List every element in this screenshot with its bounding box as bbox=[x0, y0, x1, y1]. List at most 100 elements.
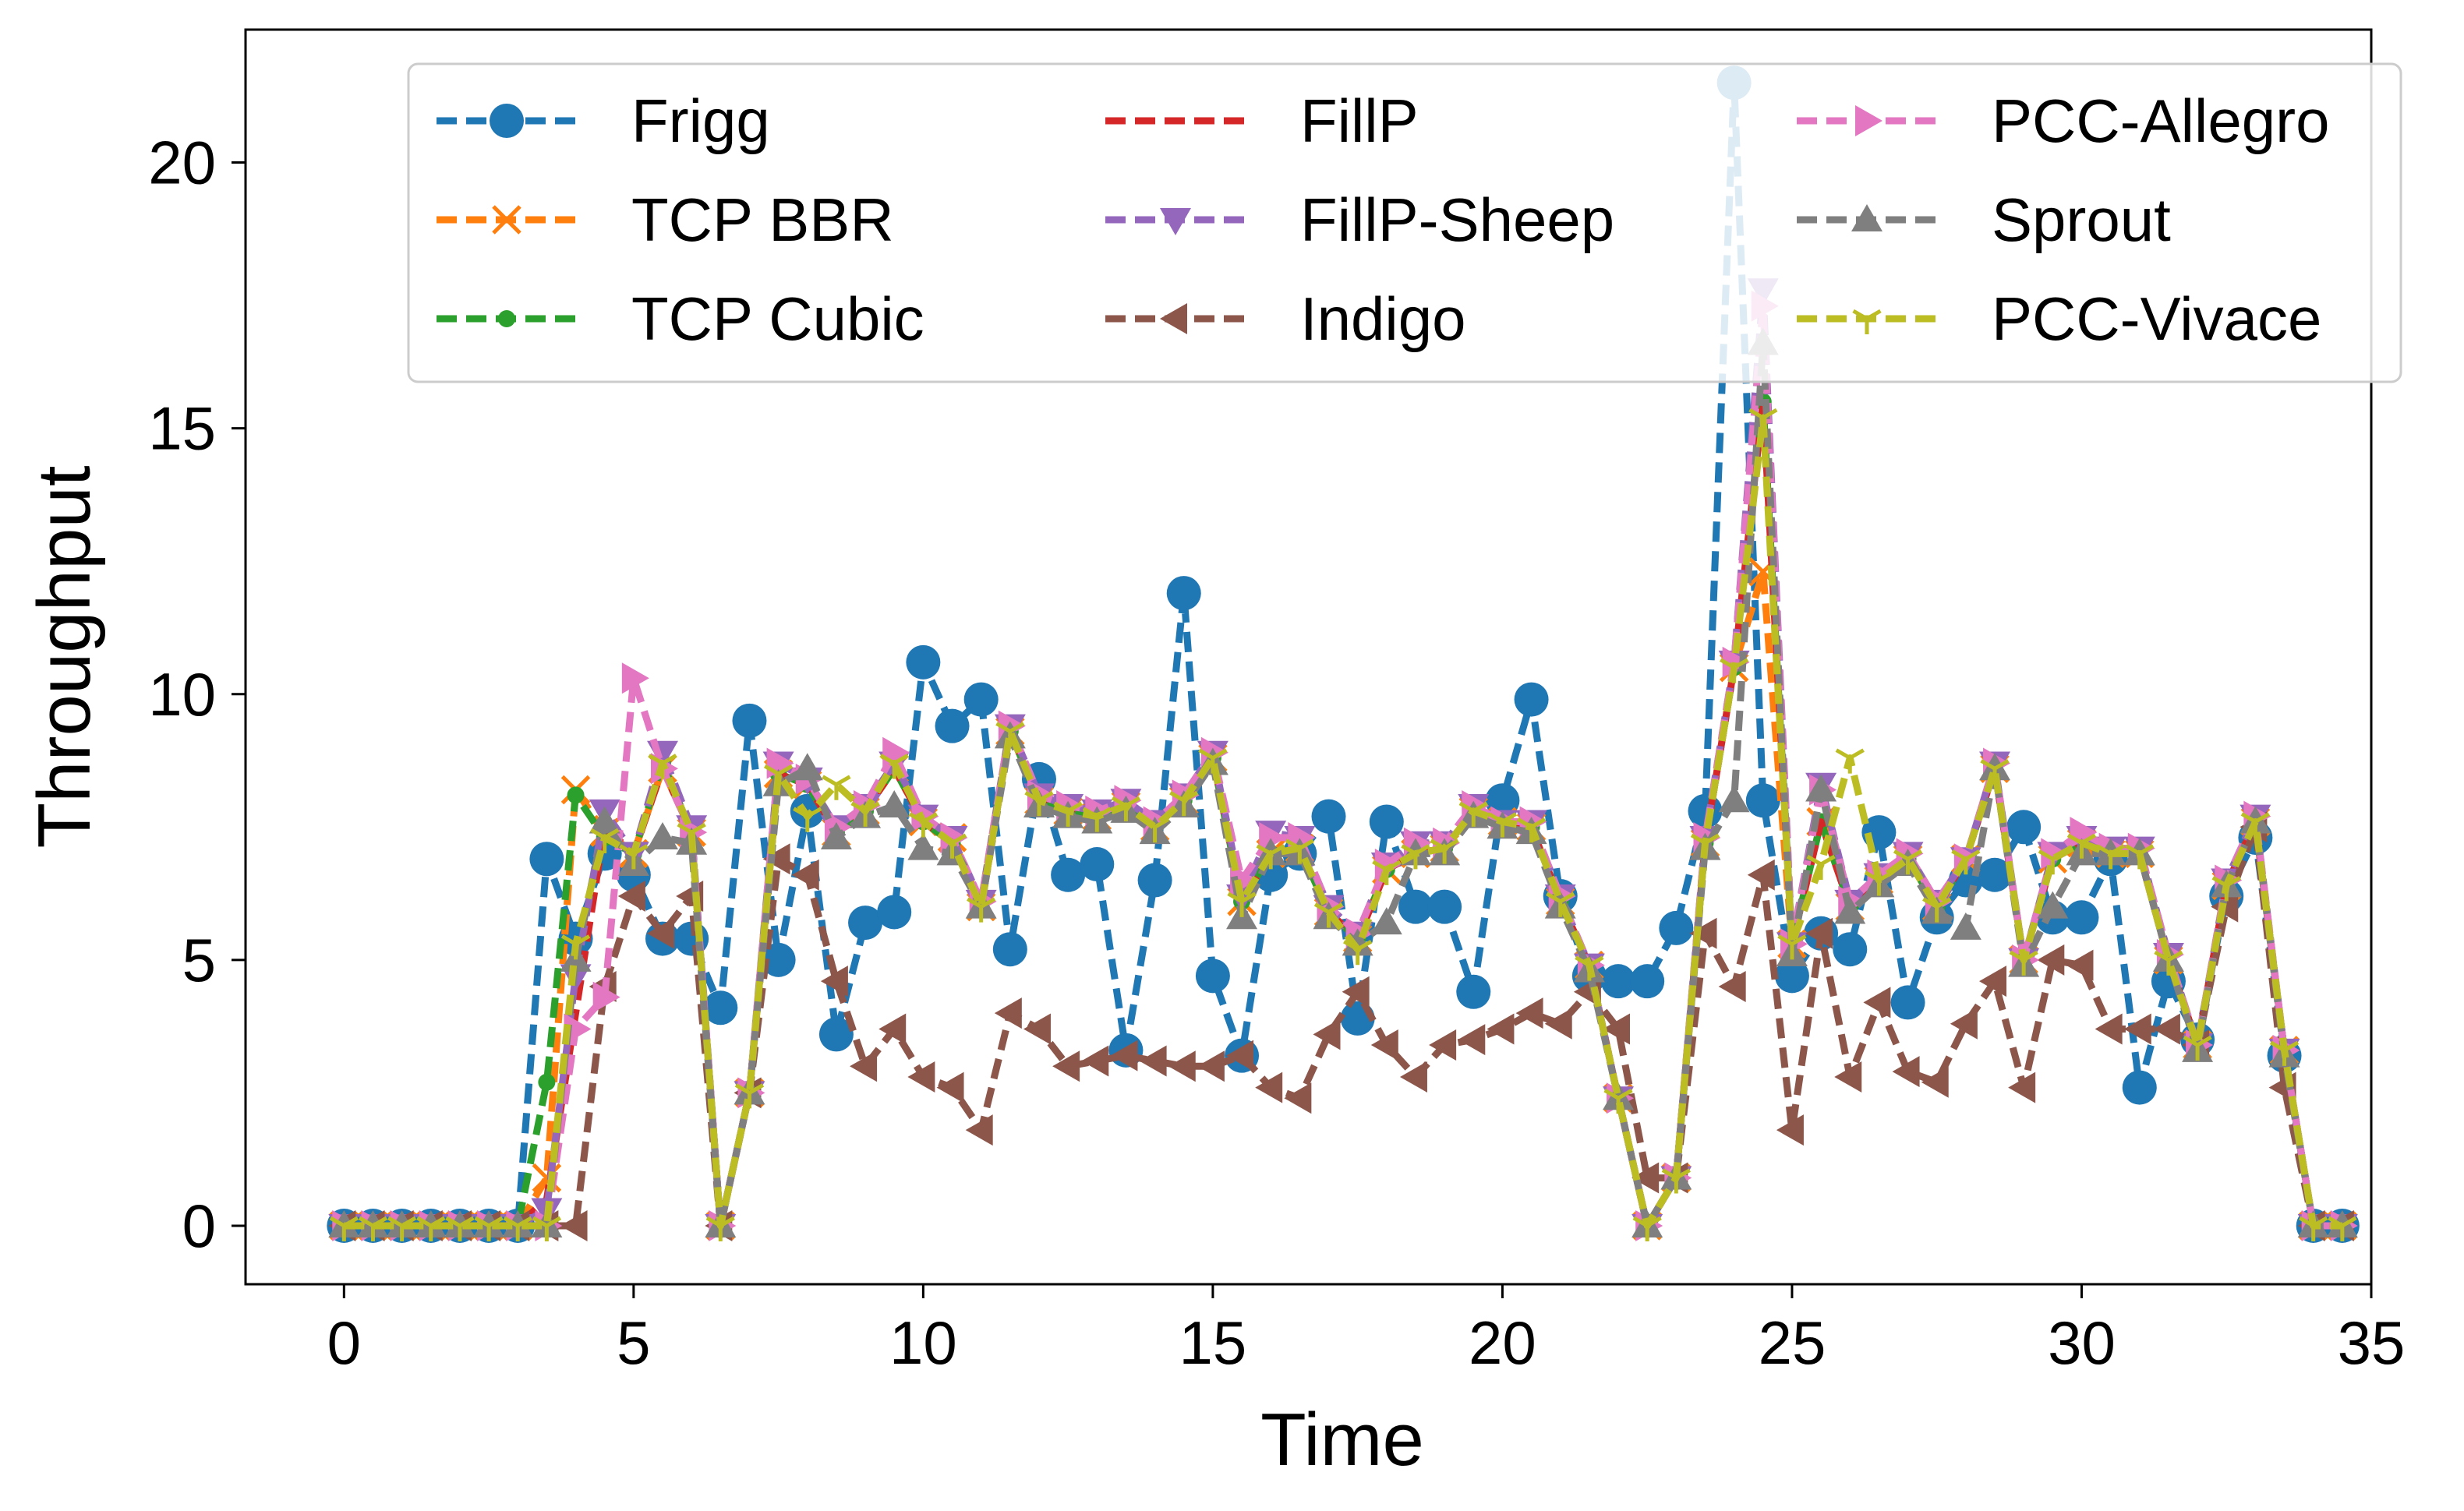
data-point-pcc-vivace bbox=[1980, 759, 2010, 785]
legend-swatch-marker bbox=[490, 104, 524, 138]
data-point-indigo bbox=[1168, 1050, 1196, 1082]
data-point-indigo bbox=[1863, 987, 1891, 1019]
data-point-pcc-allegro bbox=[911, 800, 939, 832]
data-point-sprout bbox=[1718, 785, 1750, 813]
data-point-pcc-vivace bbox=[1458, 801, 1488, 827]
legend-item-indigo: Indigo bbox=[1105, 284, 1466, 353]
y-tick-label: 15 bbox=[148, 394, 216, 463]
series-layer bbox=[327, 65, 2360, 1243]
data-point-indigo bbox=[1313, 1019, 1341, 1050]
data-point-frigg bbox=[1137, 863, 1172, 898]
y-tick-label: 20 bbox=[148, 129, 216, 197]
data-point-frigg bbox=[877, 895, 912, 930]
data-point-frigg bbox=[1659, 910, 1694, 945]
data-point-pcc-vivace bbox=[1632, 1216, 1662, 1241]
data-point-pcc-vivace bbox=[1806, 854, 1836, 881]
data-point-tcp-cubic bbox=[538, 1073, 556, 1091]
data-point-indigo bbox=[1023, 1013, 1051, 1045]
legend: Frigg TCP BBR TCP Cubic FillP FillP-Sheep Ind… bbox=[407, 62, 2402, 383]
legend-swatch-marker bbox=[1851, 204, 1882, 231]
data-point-indigo bbox=[1052, 1050, 1080, 1082]
data-point-pcc-allegro bbox=[592, 981, 620, 1013]
data-point-frigg bbox=[992, 932, 1027, 967]
data-point-frigg bbox=[1514, 682, 1549, 717]
data-point-pcc-vivace bbox=[1835, 748, 1865, 774]
data-point-frigg bbox=[1195, 958, 1230, 994]
legend-label: PCC-Vivace bbox=[1992, 284, 2321, 353]
data-point-frigg bbox=[1080, 847, 1115, 882]
data-point-pcc-vivace bbox=[560, 934, 591, 960]
legend-item-tcp-cubic: TCP Cubic bbox=[437, 284, 924, 353]
x-tick-label: 15 bbox=[1179, 1308, 1247, 1377]
data-point-indigo bbox=[646, 917, 674, 949]
data-point-indigo bbox=[1834, 1061, 1862, 1093]
data-point-pcc-vivace bbox=[967, 897, 996, 923]
data-point-frigg bbox=[1745, 783, 1780, 818]
data-point-indigo bbox=[1399, 1061, 1427, 1093]
data-point-frigg bbox=[935, 708, 970, 743]
legend-label: FillP bbox=[1300, 86, 1419, 155]
data-point-pcc-vivace bbox=[1603, 1089, 1633, 1114]
legend-swatch-marker bbox=[1852, 309, 1882, 334]
data-point-sprout bbox=[791, 753, 823, 781]
data-point-indigo bbox=[1921, 1066, 1949, 1098]
data-point-tcp-cubic bbox=[567, 786, 585, 804]
x-tick-label: 5 bbox=[617, 1308, 650, 1377]
data-point-sprout bbox=[1805, 774, 1837, 802]
data-point-pcc-vivace bbox=[1111, 796, 1141, 822]
x-axis-label: Time bbox=[1260, 1398, 1424, 1481]
data-point-frigg bbox=[1890, 985, 1925, 1020]
series-line-indigo bbox=[344, 823, 2342, 1230]
data-point-indigo bbox=[1979, 966, 2007, 997]
data-point-frigg bbox=[1398, 889, 1433, 924]
data-point-pcc-vivace bbox=[416, 1216, 446, 1241]
data-point-indigo bbox=[2095, 1013, 2123, 1045]
x-tick-label: 30 bbox=[2048, 1308, 2116, 1377]
data-point-pcc-allegro bbox=[2041, 838, 2069, 870]
data-point-sprout bbox=[1950, 912, 1981, 940]
x-tick-label: 25 bbox=[1759, 1308, 1826, 1377]
data-point-pcc-vivace bbox=[1140, 817, 1170, 843]
data-point-frigg bbox=[732, 703, 767, 738]
data-point-sprout bbox=[820, 821, 852, 849]
data-point-indigo bbox=[1370, 1029, 1398, 1061]
data-point-indigo bbox=[2066, 949, 2094, 981]
data-point-pcc-vivace bbox=[1487, 812, 1518, 838]
data-point-frigg bbox=[761, 942, 796, 977]
data-point-indigo bbox=[1110, 1040, 1138, 1071]
data-point-indigo bbox=[2152, 1013, 2180, 1045]
data-point-pcc-vivace bbox=[648, 754, 677, 779]
legend-label: TCP Cubic bbox=[631, 284, 924, 353]
y-axis: 0 5 10 15 20 bbox=[148, 129, 246, 1260]
data-point-indigo bbox=[791, 859, 819, 891]
data-point-indigo bbox=[1139, 1045, 1167, 1077]
data-point-pcc-vivace bbox=[1575, 955, 1604, 981]
data-point-pcc-vivace bbox=[1401, 844, 1430, 870]
data-point-frigg bbox=[2122, 1070, 2157, 1105]
data-point-pcc-vivace bbox=[705, 1216, 735, 1241]
data-point-indigo bbox=[1197, 1050, 1225, 1082]
data-point-sprout bbox=[1342, 928, 1373, 956]
data-point-frigg bbox=[1051, 857, 1086, 892]
legend-item-sprout: Sprout bbox=[1797, 185, 2171, 254]
data-point-pcc-vivace bbox=[2211, 876, 2241, 902]
data-point-pcc-vivace bbox=[1748, 408, 1778, 434]
data-point-pcc-vivace bbox=[590, 828, 620, 853]
data-point-pcc-vivace bbox=[474, 1216, 504, 1241]
data-point-sprout bbox=[878, 790, 910, 818]
data-point-indigo bbox=[1255, 1071, 1283, 1103]
data-point-pcc-vivace bbox=[2328, 1216, 2357, 1241]
data-point-pcc-vivace bbox=[1024, 791, 1054, 817]
data-point-pcc-vivace bbox=[1951, 849, 1981, 875]
data-point-pcc-vivace bbox=[908, 812, 939, 838]
legend-item-frigg: Frigg bbox=[437, 86, 770, 155]
legend-item-pcc-allegro: PCC-Allegro bbox=[1797, 86, 2329, 155]
data-point-indigo bbox=[820, 966, 848, 997]
x-tick-label: 10 bbox=[889, 1308, 957, 1377]
data-point-pcc-vivace bbox=[1777, 934, 1807, 960]
data-point-frigg bbox=[1630, 964, 1665, 999]
data-point-indigo bbox=[1284, 1082, 1312, 1114]
data-point-frigg bbox=[848, 906, 883, 941]
data-point-indigo bbox=[1226, 1040, 1254, 1071]
data-point-indigo bbox=[617, 880, 645, 912]
